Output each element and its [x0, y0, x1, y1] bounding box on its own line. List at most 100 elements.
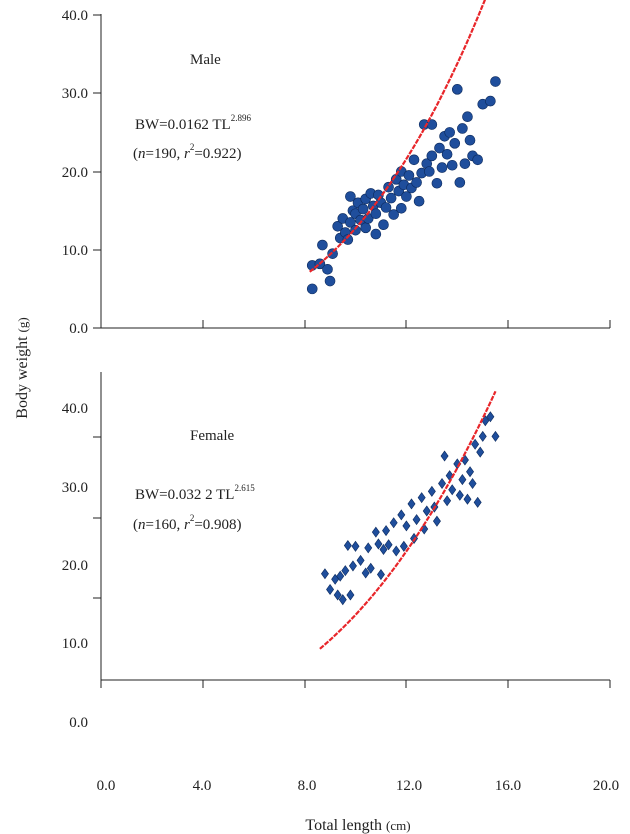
- female-panel: 0.0 10.0 20.0 30.0 40.0 Female BW=0.032 …: [62, 372, 611, 731]
- female-data-point: [486, 411, 495, 423]
- female-data-point: [438, 477, 446, 490]
- x-axis-title: Total length (cm): [305, 817, 410, 834]
- y-axis-title: Body weight (g): [14, 317, 31, 418]
- female-y-ticks: [93, 436, 101, 599]
- female-fit-group: [319, 390, 497, 650]
- female-y-tick-label: 10.0: [62, 636, 88, 652]
- male-data-point: [464, 134, 476, 146]
- female-data-point: [333, 589, 342, 601]
- male-data-point: [449, 138, 461, 149]
- female-data-point: [379, 543, 388, 555]
- male-data-point: [431, 177, 443, 189]
- x-tick-labels: 0.0 4.0 8.0 12.0 16.0 20.0: [97, 778, 620, 794]
- female-data-point: [412, 514, 421, 526]
- male-data-point: [324, 275, 336, 287]
- female-data-point: [371, 526, 380, 538]
- male-data-point: [388, 209, 399, 220]
- male-panel: 0.0 10.0 20.0 30.0 40.0 Male BW=0.0162 T…: [62, 0, 611, 337]
- male-data-point: [370, 208, 382, 220]
- x-tick-label: 16.0: [495, 778, 521, 794]
- female-data-point: [364, 542, 373, 554]
- male-data-point: [436, 162, 448, 173]
- female-data-point: [399, 540, 408, 552]
- male-data-point: [490, 76, 501, 87]
- female-data-point: [376, 569, 385, 581]
- female-data-point: [348, 560, 357, 572]
- female-data-point: [374, 538, 383, 550]
- female-panel-label: Female: [190, 428, 234, 444]
- female-data-point: [473, 496, 482, 508]
- male-data-point: [360, 222, 371, 234]
- male-data-point: [454, 177, 466, 188]
- male-data-point: [413, 195, 425, 207]
- female-data-point: [338, 594, 347, 606]
- male-fit-stats: (n=190, r2=0.922): [133, 142, 242, 162]
- female-data-point: [346, 589, 355, 601]
- female-data-point: [471, 438, 480, 450]
- male-y-tick-label: 30.0: [62, 86, 88, 102]
- female-y-tick-label: 40.0: [62, 401, 88, 417]
- male-y-tick-label: 40.0: [62, 8, 88, 24]
- male-data-point: [434, 142, 445, 154]
- male-data-point: [385, 192, 397, 204]
- male-data-point: [462, 111, 473, 123]
- female-data-point: [458, 474, 467, 486]
- male-data-point: [446, 159, 458, 171]
- female-data-point: [440, 450, 449, 462]
- male-data-point: [401, 191, 412, 202]
- female-data-point: [491, 430, 500, 442]
- male-data-point: [441, 148, 453, 160]
- male-data-point: [459, 158, 471, 169]
- female-data-point: [402, 520, 411, 532]
- female-data-point: [422, 505, 431, 517]
- male-data-point: [411, 177, 422, 188]
- female-data-point: [382, 525, 391, 537]
- female-equation: BW=0.032 2 TL2.615: [135, 483, 255, 503]
- x-tick-label: 20.0: [593, 778, 619, 794]
- x-tick-label: 12.0: [396, 778, 422, 794]
- female-y-tick-label: 0.0: [69, 715, 88, 731]
- female-data-point: [432, 515, 441, 527]
- female-data-point: [384, 539, 393, 551]
- female-data-point: [320, 568, 329, 580]
- male-y-tick-label: 20.0: [62, 165, 88, 181]
- female-data-point: [443, 495, 452, 507]
- male-fit-line: [309, 0, 487, 273]
- female-data-point: [455, 489, 464, 501]
- x-tick-label: 0.0: [97, 778, 116, 794]
- female-data-point: [468, 477, 477, 490]
- female-y-tick-label: 20.0: [62, 558, 88, 574]
- male-data-point: [408, 154, 420, 166]
- female-data-point: [392, 545, 401, 557]
- female-x-ticks: [100, 680, 611, 688]
- female-data-point: [478, 430, 487, 442]
- male-data-point: [485, 95, 496, 107]
- male-data-point: [444, 127, 455, 138]
- female-data-point: [356, 554, 365, 566]
- male-data-point: [317, 239, 328, 251]
- male-y-tick-label: 0.0: [69, 321, 88, 337]
- male-data-point: [403, 170, 415, 181]
- female-data-point: [448, 484, 457, 496]
- female-data-point: [427, 485, 436, 497]
- female-data-point: [341, 565, 350, 577]
- male-fit-group: [309, 0, 487, 273]
- male-data-point: [370, 228, 382, 240]
- male-data-points: [306, 76, 501, 295]
- female-data-point: [326, 583, 335, 595]
- x-tick-label: 8.0: [298, 778, 317, 794]
- male-x-ticks: [202, 320, 611, 328]
- female-data-point: [343, 540, 352, 552]
- female-data-point: [417, 492, 426, 504]
- male-data-point: [345, 191, 356, 202]
- male-panel-label: Male: [190, 52, 221, 68]
- male-data-point: [306, 283, 318, 295]
- female-data-point: [351, 540, 360, 552]
- male-y-tick-label: 10.0: [62, 243, 88, 259]
- female-y-tick-label: 30.0: [62, 480, 88, 496]
- male-data-point: [378, 219, 389, 231]
- male-data-point: [451, 84, 463, 95]
- female-fit-line: [319, 390, 497, 650]
- male-data-point: [457, 123, 468, 134]
